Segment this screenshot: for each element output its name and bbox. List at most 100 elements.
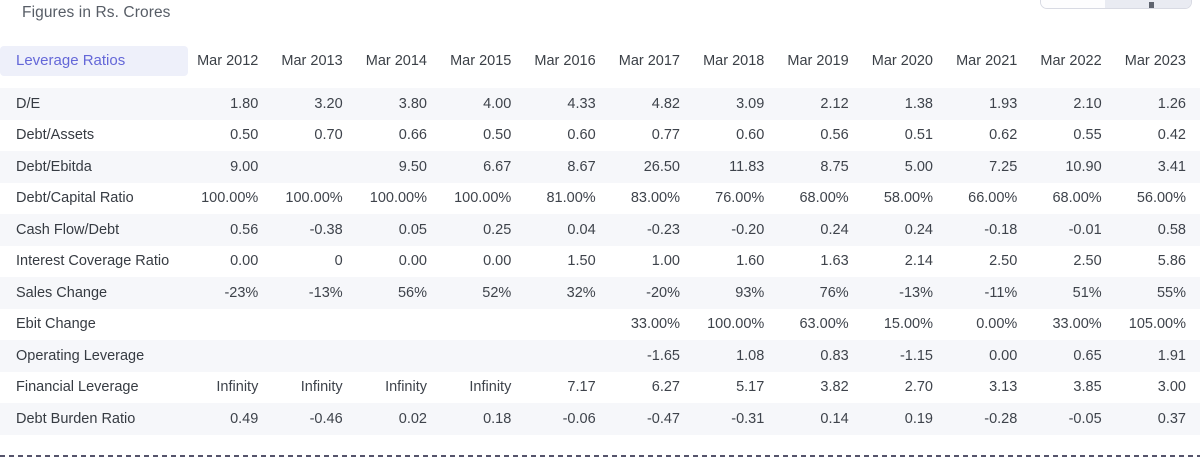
cell-value: 26.50 <box>643 158 680 175</box>
cell-value: 2.50 <box>1073 253 1102 270</box>
row-label: Debt/Assets <box>16 127 95 144</box>
cell-value: 52% <box>482 284 512 301</box>
cell-value: 100.00% <box>454 190 512 207</box>
cell-value: 100.00% <box>707 316 765 333</box>
cell-value: 6.67 <box>483 158 512 175</box>
cell-value: -11% <box>984 284 1018 301</box>
cell-value: 68.00% <box>799 190 849 207</box>
column-header: Mar 2016 <box>534 53 596 69</box>
cell-value: 0.62 <box>989 127 1018 144</box>
cell-value: 8.67 <box>567 158 596 175</box>
dashed-divider <box>0 455 1200 457</box>
row-label: Sales Change <box>16 284 108 301</box>
column-header: Mar 2021 <box>956 53 1018 69</box>
cell-value: 51% <box>1072 284 1102 301</box>
cell-value: -0.20 <box>731 221 765 238</box>
cell-value: 0.56 <box>820 127 849 144</box>
row-label: Debt Burden Ratio <box>16 410 136 427</box>
row-label: Financial Leverage <box>16 379 139 396</box>
cell-value: 0.24 <box>904 221 933 238</box>
cell-value: 2.12 <box>820 95 849 112</box>
cell-value: 4.00 <box>483 95 512 112</box>
toolbar-segment-left[interactable] <box>1041 0 1105 8</box>
cell-value: 0.00 <box>483 253 512 270</box>
cell-value: 0.19 <box>904 410 933 427</box>
cell-value: -13% <box>899 284 933 301</box>
cell-value: 55% <box>1156 284 1186 301</box>
cell-value: 0.00% <box>976 316 1018 333</box>
column-header: Mar 2017 <box>618 53 680 69</box>
row-label: Operating Leverage <box>16 347 145 364</box>
cell-value: 0.50 <box>230 127 259 144</box>
cell-value: 3.41 <box>1157 158 1186 175</box>
cell-value: 1.60 <box>736 253 765 270</box>
cell-value: 1.08 <box>736 347 765 364</box>
cell-value: 0.24 <box>820 221 849 238</box>
cell-value: 5.00 <box>904 158 933 175</box>
cell-value: 15.00% <box>883 316 933 333</box>
cell-value: 76% <box>819 284 849 301</box>
cell-value: 0.49 <box>230 410 259 427</box>
cell-value: 2.14 <box>904 253 933 270</box>
cell-value: 9.50 <box>398 158 427 175</box>
table-body: D/E 1.80 3.20 3.80 4.00 4.33 4.82 3.09 2.12 1.38 1… <box>0 88 1200 435</box>
column-header: Mar 2020 <box>871 53 933 69</box>
cell-value: 1.26 <box>1157 95 1186 112</box>
cell-value: 9.00 <box>230 158 259 175</box>
cell-value: 66.00% <box>968 190 1018 207</box>
cell-value: 0.83 <box>820 347 849 364</box>
column-header: Mar 2023 <box>1124 53 1186 69</box>
row-label: Ebit Change <box>16 316 96 333</box>
cutoff-toolbar-control[interactable] <box>1040 0 1192 9</box>
cell-value: -0.06 <box>562 410 596 427</box>
cell-value: 56.00% <box>1136 190 1186 207</box>
cell-value: -0.38 <box>309 221 343 238</box>
cell-value: 100.00% <box>285 190 343 207</box>
cell-value: 0.55 <box>1073 127 1102 144</box>
cell-value: 2.10 <box>1073 95 1102 112</box>
cell-value: 32% <box>566 284 596 301</box>
cell-value: 1.91 <box>1157 347 1186 364</box>
cell-value: 4.82 <box>651 95 680 112</box>
cell-value: 4.33 <box>567 95 596 112</box>
cell-value: -23% <box>224 284 259 301</box>
cell-value: 1.63 <box>820 253 849 270</box>
table-header-row: Leverage Ratios Mar 2012 Mar 2013 Mar 2014… <box>0 46 1200 76</box>
table-row: D/E 1.80 3.20 3.80 4.00 4.33 4.82 3.09 2.12 1.38 1… <box>0 88 1200 120</box>
cell-value: -13% <box>308 284 343 301</box>
cell-value: 2.70 <box>904 379 933 396</box>
table-row: Interest Coverage Ratio 0.00 0 0.00 0.00 1.50… <box>0 246 1200 278</box>
toolbar-segment-right[interactable] <box>1105 0 1191 8</box>
cell-value: 0.00 <box>230 253 259 270</box>
cell-value: 11.83 <box>729 158 765 175</box>
cell-value: 0.58 <box>1157 221 1186 238</box>
cell-value: -0.31 <box>731 410 765 427</box>
table-row: Cash Flow/Debt 0.56 -0.38 0.05 0.25 0.04 -0.23… <box>0 214 1200 246</box>
table-row: Financial Leverage Infinity Infinity Infini… <box>0 372 1200 404</box>
cell-value: 0.18 <box>483 410 512 427</box>
cell-value: 3.20 <box>314 95 343 112</box>
toolbar-glyph-icon <box>1149 2 1154 8</box>
cell-value: 5.17 <box>736 379 765 396</box>
cell-value: -0.18 <box>984 221 1018 238</box>
cell-value: 0.70 <box>314 127 343 144</box>
table-row: Debt Burden Ratio 0.49 -0.46 0.02 0.18 -0.06 -… <box>0 403 1200 435</box>
cell-value: Infinity <box>469 379 512 396</box>
cell-value: 0.56 <box>230 221 259 238</box>
column-header: Mar 2015 <box>450 53 512 69</box>
row-label: Debt/Capital Ratio <box>16 190 134 207</box>
cell-value: -0.28 <box>984 410 1018 427</box>
cell-value: 3.80 <box>398 95 427 112</box>
cell-value: 7.17 <box>567 379 596 396</box>
cell-value: 1.93 <box>989 95 1018 112</box>
table-row: Sales Change -23% -13% 56% 52% 32% -20% 93% 76% -… <box>0 277 1200 309</box>
cell-value: 3.85 <box>1073 379 1102 396</box>
cell-value: 76.00% <box>715 190 765 207</box>
cell-value: -0.23 <box>646 221 680 238</box>
cell-value: -0.01 <box>1068 221 1102 238</box>
cell-value: 33.00% <box>1052 316 1102 333</box>
table-row: Debt/Capital Ratio 100.00% 100.00% 100.00% 1… <box>0 183 1200 215</box>
cell-value: Infinity <box>216 379 259 396</box>
section-title-leverage-ratios[interactable]: Leverage Ratios <box>0 46 188 76</box>
cell-value: 0.04 <box>567 221 596 238</box>
